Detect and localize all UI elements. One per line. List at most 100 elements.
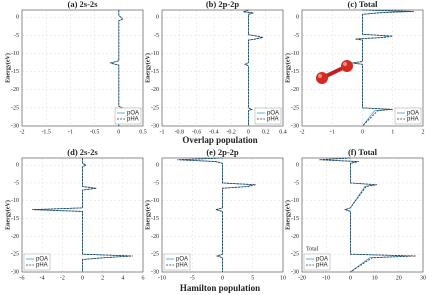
y-axis-label: Energy(eV) — [4, 200, 11, 230]
legend-label: pOA — [316, 257, 328, 263]
legend-label: pHA — [407, 117, 419, 123]
x-tick-label: -2 — [20, 129, 25, 135]
x-tick-label: 30 — [420, 275, 426, 281]
plot-area — [302, 158, 423, 272]
y-tick-label: -15 — [291, 216, 299, 222]
axes-frame — [161, 9, 284, 127]
y-tick-label: 0 — [16, 15, 19, 21]
x-tick-label: 4 — [121, 275, 124, 281]
x-tick-label: 0 — [117, 129, 120, 135]
series-line — [32, 158, 133, 272]
x-tick-label: 0 — [349, 275, 352, 281]
legend-label: pHA — [127, 117, 139, 123]
x-tick-label: 0 — [81, 275, 84, 281]
chart-title: (f) Total — [348, 147, 378, 157]
legend-label: pOA — [267, 111, 279, 117]
y-tick-label: -30 — [151, 123, 159, 129]
x-tick-label: 0 — [247, 129, 250, 135]
x-tick-label: 0.2 — [262, 129, 270, 135]
x-tick-label: 10 — [372, 275, 378, 281]
plot-area — [22, 10, 143, 126]
x-tick-label: -20 — [298, 275, 306, 281]
x-tick-label: 10 — [280, 275, 286, 281]
chart-title: (c) Total — [348, 0, 379, 9]
y-tick-label: -5 — [154, 180, 159, 186]
x-tick-label: 0 — [361, 129, 364, 135]
x-tick-label: -6 — [20, 275, 25, 281]
molecule-icon — [316, 60, 353, 84]
axes-frame — [301, 157, 424, 273]
legend-box — [394, 107, 422, 125]
x-tick-label: 0.5 — [139, 129, 147, 135]
chart-title: (e) 2p-2p — [206, 147, 239, 157]
x-tick-label: -1 — [68, 129, 73, 135]
legend-label: pHA — [316, 263, 328, 269]
y-tick-label: 0 — [296, 15, 299, 21]
legend-label: pOA — [407, 111, 419, 117]
x-tick-label: 2 — [422, 129, 425, 135]
x-tick-label: -10 — [322, 275, 330, 281]
x-tick-label: 6 — [142, 275, 145, 281]
y-axis-label: Energy(eV) — [284, 200, 291, 230]
y-tick-label: -25 — [11, 105, 19, 111]
chart-title: (b) 2p-2p — [206, 0, 240, 9]
legend-label: pOA — [176, 257, 188, 263]
y-tick-label: -5 — [294, 180, 299, 186]
legend-label: pHA — [36, 263, 48, 269]
legend-box — [163, 253, 191, 271]
y-tick-label: -10 — [151, 198, 159, 204]
legend-box — [303, 253, 331, 271]
y-tick-label: -30 — [11, 269, 19, 275]
y-tick-label: -25 — [291, 252, 299, 258]
axes-frame — [21, 9, 144, 127]
y-tick-label: -30 — [291, 269, 299, 275]
x-tick-label: 20 — [396, 275, 402, 281]
x-tick-label: 1 — [391, 129, 394, 135]
x-tick-label: -0.5 — [90, 129, 100, 135]
y-axis-label: Energy(eV) — [284, 53, 291, 83]
row-label: Overlap population — [182, 135, 257, 145]
y-tick-label: -25 — [11, 252, 19, 258]
y-tick-label: -10 — [151, 51, 159, 57]
x-tick-label: 0 — [221, 275, 224, 281]
x-tick-label: -4 — [40, 275, 45, 281]
y-tick-label: -20 — [291, 234, 299, 240]
y-tick-label: -20 — [151, 234, 159, 240]
y-tick-label: -15 — [11, 69, 19, 75]
x-tick-label: -1.5 — [41, 129, 51, 135]
x-tick-label: -2 — [300, 129, 305, 135]
row-label: Hamilton population — [180, 283, 260, 293]
y-tick-label: 0 — [156, 15, 159, 21]
series-line — [318, 157, 416, 273]
x-tick-label: -1 — [160, 129, 165, 135]
y-tick-label: -10 — [291, 198, 299, 204]
y-tick-label: -30 — [151, 269, 159, 275]
legend-box — [254, 107, 282, 125]
series-line — [243, 9, 265, 126]
y-tick-label: -5 — [14, 180, 19, 186]
legend-box — [114, 107, 142, 125]
y-tick-label: -5 — [154, 33, 159, 39]
y-tick-label: -10 — [11, 198, 19, 204]
legend-label: pHA — [176, 263, 188, 269]
y-tick-label: -15 — [151, 69, 159, 75]
y-tick-label: -5 — [294, 33, 299, 39]
y-tick-label: -25 — [151, 252, 159, 258]
chart-title: (d) 2s-2s — [67, 147, 98, 157]
y-tick-label: -25 — [291, 105, 299, 111]
x-tick-label: -0.6 — [192, 129, 202, 135]
x-tick-label: 2 — [101, 275, 104, 281]
legend-label: pHA — [267, 117, 279, 123]
y-axis-label: Energy(eV) — [144, 200, 151, 230]
y-tick-label: -5 — [14, 33, 19, 39]
y-tick-label: -25 — [151, 105, 159, 111]
y-tick-label: -20 — [11, 234, 19, 240]
y-tick-label: -15 — [151, 216, 159, 222]
x-tick-label: 5 — [251, 275, 254, 281]
plot-area — [162, 10, 283, 126]
y-tick-label: -10 — [291, 51, 299, 57]
legend-box — [23, 253, 51, 271]
series-line — [177, 157, 256, 272]
y-tick-label: -20 — [11, 87, 19, 93]
